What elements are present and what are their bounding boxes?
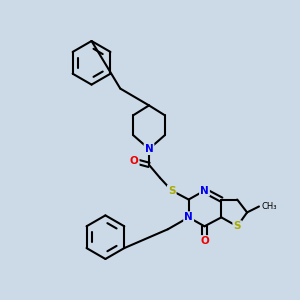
Text: N: N xyxy=(200,186,209,196)
Text: N: N xyxy=(145,144,153,154)
Text: N: N xyxy=(184,212,193,222)
Text: S: S xyxy=(233,221,241,231)
Text: S: S xyxy=(168,186,176,196)
Text: CH₃: CH₃ xyxy=(262,202,278,211)
Text: O: O xyxy=(200,236,209,246)
Text: O: O xyxy=(130,156,139,166)
